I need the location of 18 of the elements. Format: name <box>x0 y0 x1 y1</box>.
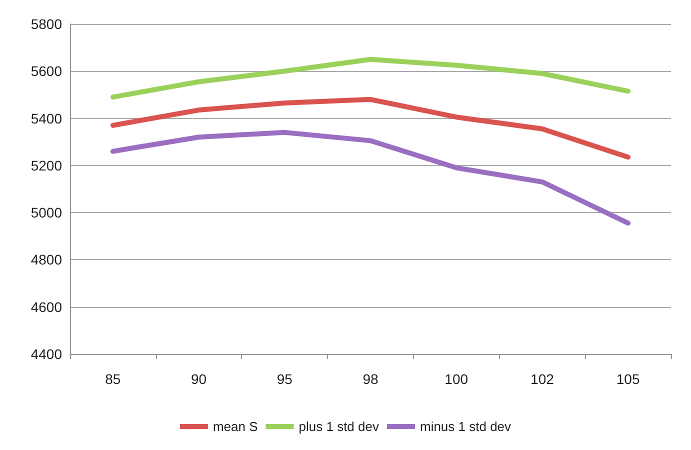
x-tick-label: 105 <box>616 371 640 387</box>
x-tick-label: 100 <box>444 371 468 387</box>
x-tick-label: 90 <box>190 371 207 387</box>
y-tick-label: 4600 <box>30 298 62 315</box>
x-tick-label: 85 <box>105 371 121 387</box>
y-tick-label: 4400 <box>30 346 62 362</box>
y-tick-label: 5400 <box>30 110 62 126</box>
legend-label: minus 1 std dev <box>420 419 512 434</box>
y-tick-label: 4800 <box>30 252 62 268</box>
y-tick-label: 5200 <box>30 157 62 174</box>
legend-label: mean S <box>212 419 258 434</box>
x-tick-label: 102 <box>530 371 554 387</box>
y-tick-label: 5000 <box>30 204 62 221</box>
y-tick-label: 5800 <box>30 16 62 32</box>
x-tick-label: 98 <box>362 371 378 387</box>
y-tick-label: 5600 <box>30 63 62 80</box>
x-tick-label: 95 <box>276 371 293 387</box>
legend-label: plus 1 std dev <box>298 419 380 434</box>
